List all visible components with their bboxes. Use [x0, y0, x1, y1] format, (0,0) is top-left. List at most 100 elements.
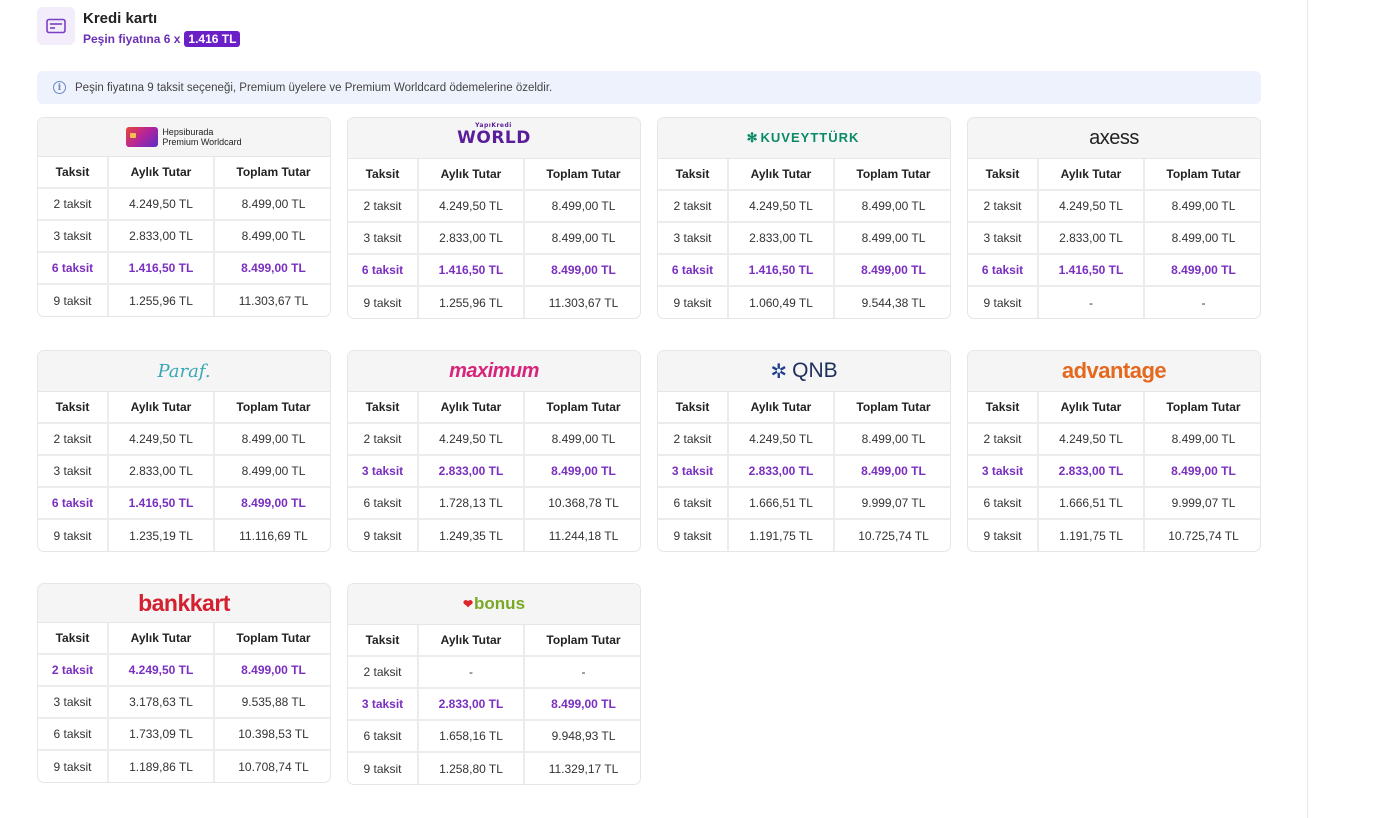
- installment-count: 3 taksit: [658, 222, 729, 255]
- installment-count: 9 taksit: [38, 284, 109, 316]
- bank-logo-header: ✲ QNB: [658, 351, 950, 392]
- palm-icon: ✻: [746, 130, 759, 145]
- column-header: Toplam Tutar: [524, 625, 640, 657]
- column-header: Taksit: [348, 392, 419, 424]
- bank-card-axess: axess Taksit Aylık Tutar Toplam Tutar 2 tak…: [967, 117, 1261, 319]
- bank-logo-header: Paraf.: [38, 351, 330, 392]
- column-header: Taksit: [968, 159, 1039, 191]
- total-amount: 8.499,00 TL: [524, 688, 640, 721]
- installment-table: Taksit Aylık Tutar Toplam Tutar 2 taksit 4.2…: [968, 159, 1260, 318]
- bank-card-hepsiburada: Hepsiburada Premium Worldcard Taksit Aylık…: [37, 117, 331, 317]
- bank-logo-header: bankkart: [38, 584, 330, 623]
- total-amount: 8.499,00 TL: [1144, 423, 1260, 456]
- column-header: Taksit: [38, 157, 109, 189]
- total-amount: 8.499,00 TL: [214, 455, 330, 488]
- subtitle-prefix: Peşin fiyatına 6 x: [83, 32, 181, 46]
- total-amount: 11.303,67 TL: [548, 295, 619, 310]
- monthly-amount: 4.249,50 TL: [728, 423, 835, 456]
- installment-count: 3 taksit: [968, 455, 1039, 488]
- table-header-row: Taksit Aylık Tutar Toplam Tutar: [968, 159, 1260, 191]
- column-header: Toplam Tutar: [524, 159, 640, 191]
- installment-count: 9 taksit: [38, 519, 109, 551]
- installment-count: 3 taksit: [658, 455, 729, 488]
- installment-table: Taksit Aylık Tutar Toplam Tutar 2 taksit 4.2…: [968, 392, 1260, 551]
- installment-count: 9 taksit: [348, 752, 419, 784]
- total-amount: 8.499,00 TL: [834, 455, 950, 488]
- total-amount: 8.499,00 TL: [834, 190, 950, 223]
- bank-logo-header: YapıKredi WORLD: [348, 118, 640, 159]
- advantage-logo: advantage: [1061, 358, 1167, 383]
- table-row: 9 taksit 1.235,19 TL 11.116,69 TL: [38, 519, 330, 551]
- table-row: 3 taksit 2.833,00 TL 8.499,00 TL: [38, 220, 330, 253]
- installment-count: 9 taksit: [968, 519, 1039, 551]
- column-header: Toplam Tutar: [214, 157, 330, 189]
- total-amount: 11.116,69 TL: [239, 528, 308, 543]
- table-row: 3 taksit 2.833,00 TL 8.499,00 TL: [348, 222, 640, 255]
- page-divider: [1307, 0, 1308, 818]
- logo-top: YapıKredi: [475, 122, 512, 129]
- table-row: 2 taksit 4.249,50 TL 8.499,00 TL: [658, 190, 950, 223]
- table-row: 9 taksit 1.189,86 TL 10.708,74 TL: [38, 750, 330, 782]
- column-header: Toplam Tutar: [214, 623, 330, 655]
- total-amount: 10.725,74 TL: [858, 528, 929, 543]
- total-amount: 8.499,00 TL: [1144, 190, 1260, 223]
- info-notice: i Peşin fiyatına 9 taksit seçeneği, Prem…: [37, 71, 1261, 104]
- cash-price-subtitle: Peşin fiyatına 6 x 1.416 TL: [83, 31, 241, 47]
- total-amount: 8.499,00 TL: [834, 254, 950, 287]
- logo-text: QNB: [792, 359, 838, 382]
- table-header-row: Taksit Aylık Tutar Toplam Tutar: [38, 623, 330, 655]
- bank-card-bankkart: bankkart Taksit Aylık Tutar Toplam Tutar 2 …: [37, 583, 331, 783]
- monthly-amount: 1.189,86 TL: [108, 750, 215, 782]
- table-header-row: Taksit Aylık Tutar Toplam Tutar: [968, 392, 1260, 424]
- table-row: 9 taksit 1.060,49 TL 9.544,38 TL: [658, 286, 950, 318]
- installment-count: 3 taksit: [348, 688, 419, 721]
- table-row: 6 taksit 1.728,13 TL 10.368,78 TL: [348, 487, 640, 520]
- total-amount: 8.499,00 TL: [214, 252, 330, 285]
- page-title: Kredi kartı: [83, 10, 158, 27]
- table-row: 2 taksit - -: [348, 656, 640, 689]
- monthly-amount: 1.416,50 TL: [418, 254, 525, 287]
- monthly-amount: 4.249,50 TL: [108, 188, 215, 221]
- monthly-amount: 1.416,50 TL: [108, 252, 215, 285]
- monthly-amount: 1.733,09 TL: [108, 718, 215, 751]
- table-row: 2 taksit 4.249,50 TL 8.499,00 TL: [348, 190, 640, 223]
- table-row: 6 taksit 1.416,50 TL 8.499,00 TL: [348, 254, 640, 287]
- installment-count: 6 taksit: [38, 252, 109, 285]
- installment-count: 2 taksit: [348, 423, 419, 456]
- column-header: Taksit: [348, 159, 419, 191]
- bankkart-logo: bankkart: [138, 589, 230, 616]
- qnb-mark-icon: ✲: [770, 360, 788, 383]
- installment-count: 3 taksit: [348, 222, 419, 255]
- monthly-amount: 3.178,63 TL: [108, 686, 215, 719]
- kuveytturk-logo: ✻ KUVEYTTÜRK: [747, 130, 862, 146]
- bonus-logo: ❤ bonus: [463, 594, 525, 614]
- table-row: 3 taksit 2.833,00 TL 8.499,00 TL: [968, 455, 1260, 488]
- table-row: 2 taksit 4.249,50 TL 8.499,00 TL: [658, 423, 950, 456]
- table-row: 6 taksit 1.416,50 TL 8.499,00 TL: [968, 254, 1260, 287]
- column-header: Aylık Tutar: [728, 159, 835, 191]
- installment-count: 2 taksit: [38, 423, 109, 456]
- monthly-amount: 1.255,96 TL: [418, 286, 525, 318]
- table-row: 3 taksit 2.833,00 TL 8.499,00 TL: [348, 455, 640, 488]
- world-logo: YapıKredi WORLD: [457, 122, 531, 148]
- monthly-amount: 2.833,00 TL: [108, 220, 215, 253]
- monthly-amount: 1.658,16 TL: [418, 720, 525, 753]
- bank-logo-header: Hepsiburada Premium Worldcard: [38, 118, 330, 157]
- bank-card-maximum: maximum Taksit Aylık Tutar Toplam Tutar 2 t…: [347, 350, 641, 552]
- table-row: 3 taksit 2.833,00 TL 8.499,00 TL: [968, 222, 1260, 255]
- column-header: Toplam Tutar: [1144, 392, 1260, 424]
- total-amount: 8.499,00 TL: [214, 654, 330, 687]
- table-row: 9 taksit 1.249,35 TL 11.244,18 TL: [348, 519, 640, 551]
- monthly-amount: 4.249,50 TL: [1038, 423, 1145, 456]
- table-row: 9 taksit 1.258,80 TL 11.329,17 TL: [348, 752, 640, 784]
- total-amount: 8.499,00 TL: [524, 222, 640, 255]
- installment-table: Taksit Aylık Tutar Toplam Tutar 2 taksit 4.2…: [348, 392, 640, 551]
- bank-card-advantage: advantage Taksit Aylık Tutar Toplam Tutar 2…: [967, 350, 1261, 552]
- table-row: 9 taksit - -: [968, 286, 1260, 318]
- table-header-row: Taksit Aylık Tutar Toplam Tutar: [348, 625, 640, 657]
- total-amount: -: [524, 656, 640, 689]
- total-amount: 8.499,00 TL: [524, 254, 640, 287]
- heart-icon: ❤: [462, 597, 474, 611]
- installment-table: Taksit Aylık Tutar Toplam Tutar 2 taksit 4.2…: [658, 159, 950, 318]
- installment-count: 6 taksit: [38, 718, 109, 751]
